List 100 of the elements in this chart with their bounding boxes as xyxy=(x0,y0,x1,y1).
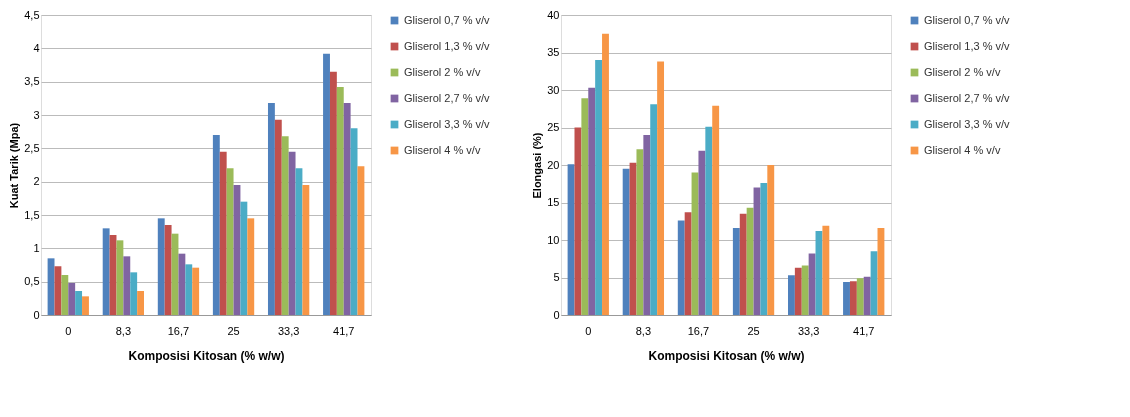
y-tick-label: 30 xyxy=(547,83,560,96)
bar xyxy=(739,213,747,315)
bar xyxy=(574,127,582,315)
x-axis-title: Komposisi Kitosan (% w/w) xyxy=(128,348,285,363)
bar xyxy=(760,183,768,315)
bar xyxy=(350,128,358,315)
bar xyxy=(123,256,131,315)
bar xyxy=(102,228,110,315)
bar xyxy=(137,291,145,315)
bar xyxy=(82,296,89,315)
y-tick-label: 3 xyxy=(33,108,40,121)
x-tick-label: 8,3 xyxy=(635,324,652,337)
bar xyxy=(801,265,809,315)
bar xyxy=(267,103,275,315)
y-tick-label: 4,5 xyxy=(24,8,40,21)
bar xyxy=(157,218,165,315)
bar xyxy=(595,60,603,315)
bar xyxy=(787,275,795,315)
legend-label: Gliserol 3,3 % v/v xyxy=(404,117,491,130)
bar xyxy=(164,225,172,315)
x-tick-label: 41,7 xyxy=(853,324,875,337)
bar xyxy=(226,168,234,315)
y-tick-label: 4 xyxy=(33,41,40,54)
bar xyxy=(767,165,775,315)
y-tick-label: 2,5 xyxy=(24,141,40,154)
legend-label: Gliserol 4 % v/v xyxy=(924,143,1001,156)
bar xyxy=(732,228,740,315)
y-tick-label: 40 xyxy=(547,8,560,21)
x-tick-label: 16,7 xyxy=(687,324,710,337)
bar xyxy=(843,282,850,315)
y-tick-label: 3,5 xyxy=(24,75,40,88)
bar xyxy=(247,218,255,315)
bar xyxy=(116,240,124,315)
bar xyxy=(329,71,337,315)
bar xyxy=(323,53,330,315)
bar xyxy=(870,251,878,315)
x-tick-label: 25 xyxy=(747,324,760,337)
y-tick-label: 1,5 xyxy=(24,208,40,221)
y-tick-label: 1 xyxy=(33,241,40,254)
bar xyxy=(822,225,830,315)
y-tick-label: 35 xyxy=(547,46,560,58)
bar xyxy=(581,98,589,315)
legend-label: Gliserol 1,3 % v/v xyxy=(404,39,491,52)
legend-label: Gliserol 2,7 % v/v xyxy=(924,91,1011,104)
bar xyxy=(698,150,706,315)
x-tick-label: 0 xyxy=(65,324,72,337)
bar xyxy=(794,267,802,315)
legend-label: Gliserol 2 % v/v xyxy=(404,65,481,78)
y-tick-label: 25 xyxy=(547,121,560,133)
bar xyxy=(240,201,248,315)
bar xyxy=(75,291,83,315)
bar xyxy=(274,119,282,315)
bar xyxy=(185,264,193,315)
x-tick-label: 16,7 xyxy=(167,324,190,337)
bar xyxy=(219,151,227,315)
legend-label: Gliserol 2,7 % v/v xyxy=(404,91,491,104)
bar xyxy=(343,103,351,315)
bar xyxy=(602,33,609,315)
y-tick-label: 5 xyxy=(553,271,560,283)
bar xyxy=(192,267,200,315)
bar xyxy=(677,220,685,315)
y-tick-label: 0 xyxy=(33,308,40,321)
y-tick-label: 2 xyxy=(33,175,40,188)
bar xyxy=(712,105,720,315)
bar xyxy=(288,151,296,315)
bar xyxy=(588,87,596,315)
bar xyxy=(636,149,644,315)
bar xyxy=(856,278,864,315)
bar xyxy=(336,87,344,315)
legend-label: Gliserol 4 % v/v xyxy=(404,143,481,156)
y-tick-label: 0 xyxy=(553,308,560,321)
bar xyxy=(130,272,138,315)
x-tick-label: 8,3 xyxy=(115,324,132,337)
y-tick-label: 20 xyxy=(547,158,560,171)
legend-label: Gliserol 0,7 % v/v xyxy=(924,13,1011,26)
bar xyxy=(808,253,816,315)
y-tick-label: 10 xyxy=(547,233,560,246)
bar xyxy=(622,168,630,315)
x-tick-label: 33,3 xyxy=(277,324,300,337)
bar xyxy=(705,126,713,315)
bar xyxy=(849,281,857,315)
x-tick-label: 33,3 xyxy=(797,324,820,337)
legend-label: Gliserol 0,7 % v/v xyxy=(404,13,491,26)
bar xyxy=(54,266,62,315)
legend-label: Gliserol 1,3 % v/v xyxy=(924,39,1011,52)
x-axis-title: Komposisi Kitosan (% w/w) xyxy=(648,348,805,363)
bar xyxy=(212,135,220,315)
y-tick-label: 0,5 xyxy=(24,275,40,288)
legend-label: Gliserol 2 % v/v xyxy=(924,65,1001,78)
bar xyxy=(178,253,186,315)
bar xyxy=(643,135,651,315)
bar xyxy=(68,283,76,315)
bar xyxy=(684,212,692,315)
x-tick-label: 41,7 xyxy=(333,324,355,337)
x-tick-label: 0 xyxy=(585,324,592,337)
y-axis-title: Kuat Tarik (Mpa) xyxy=(8,122,21,209)
y-axis-title: Elongasi (%) xyxy=(531,132,544,199)
bar xyxy=(302,185,310,315)
bar xyxy=(61,275,69,315)
legend-label: Gliserol 3,3 % v/v xyxy=(924,117,1011,130)
